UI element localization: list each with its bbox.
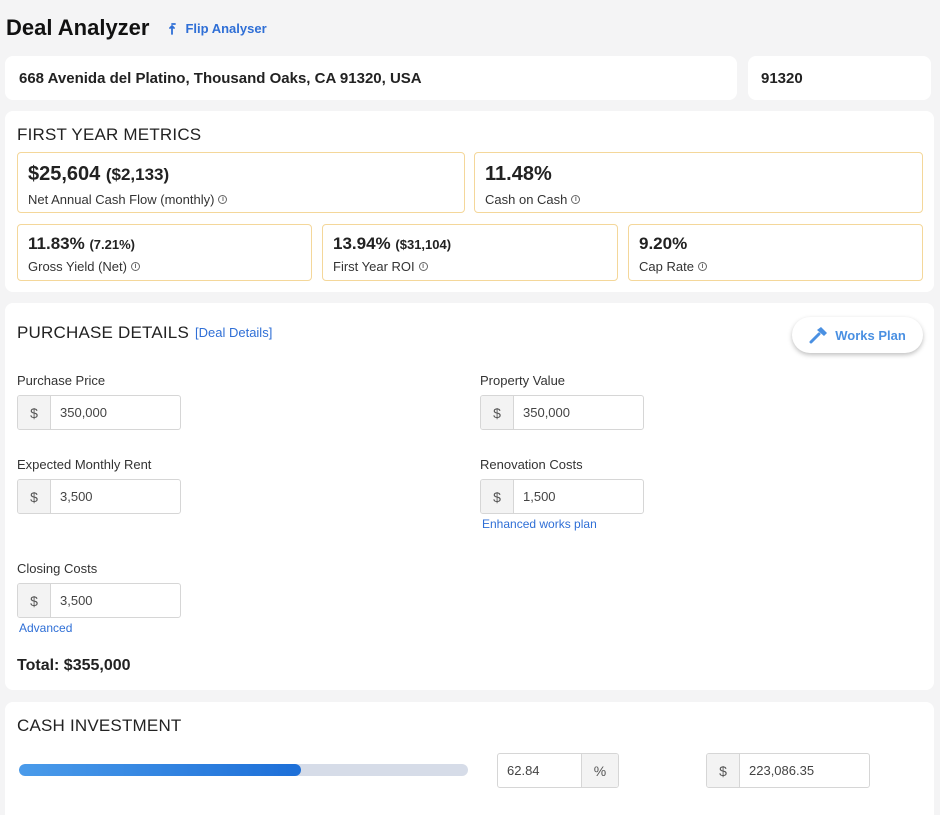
metric-net-cash-flow: $25,604 ($2,133) Net Annual Cash Flow (m…	[17, 152, 465, 213]
info-icon[interactable]: i	[418, 262, 428, 271]
monthly-rent-value: 3,500	[60, 489, 93, 504]
section-title-first-year-metrics: FIRST YEAR METRICS	[17, 125, 202, 144]
info-icon[interactable]: i	[130, 262, 140, 271]
currency-prefix: $	[18, 480, 51, 513]
metric-label: Cap Rate i	[639, 259, 707, 274]
metric-gross-yield: 11.83% (7.21%) Gross Yield (Net) i	[17, 224, 312, 281]
closing-costs-value: 3,500	[60, 593, 93, 608]
metric-label: First Year ROI i	[333, 259, 428, 274]
page-title: Deal Analyzer	[6, 15, 150, 40]
renovation-costs-value: 1,500	[523, 489, 556, 504]
currency-prefix: $	[18, 584, 51, 617]
cap-rate-value: 9.20%	[639, 234, 688, 253]
metric-first-year-roi: 13.94% ($31,104) First Year ROI i	[322, 224, 618, 281]
gross-yield-value: 11.83%	[28, 234, 85, 253]
metric-value: 11.48%	[485, 163, 552, 186]
net-cash-flow-value: $25,604	[28, 163, 101, 185]
works-plan-button[interactable]: Works Plan	[792, 317, 923, 353]
cash-investment-slider[interactable]	[19, 764, 468, 776]
address-text: 668 Avenida del Platino, Thousand Oaks, …	[19, 69, 422, 87]
info-icon[interactable]: i	[571, 195, 581, 204]
metric-cash-on-cash: 11.48% Cash on Cash i	[474, 152, 923, 213]
monthly-rent-input[interactable]: $ 3,500	[17, 479, 181, 514]
metric-label: Gross Yield (Net) i	[28, 259, 140, 274]
section-title-cash-investment: CASH INVESTMENT	[17, 716, 182, 735]
purchase-price-label: Purchase Price	[17, 373, 106, 388]
advanced-link[interactable]: Advanced	[19, 621, 73, 635]
cash-investment-section: CASH INVESTMENT 62.84 % $ 223,086.35	[5, 702, 934, 815]
arrow-up-icon	[169, 22, 177, 35]
metric-value: 11.83% (7.21%)	[28, 234, 135, 254]
section-title-purchase-details: PURCHASE DETAILS	[17, 323, 189, 342]
monthly-rent-label: Expected Monthly Rent	[17, 457, 152, 472]
property-value-input[interactable]: $ 350,000	[480, 395, 644, 430]
metric-label: Net Annual Cash Flow (monthly) i	[28, 192, 228, 207]
cash-on-cash-value: 11.48%	[485, 163, 552, 185]
closing-costs-input[interactable]: $ 3,500	[17, 583, 181, 618]
currency-prefix: $	[481, 396, 514, 429]
first-year-metrics-section: FIRST YEAR METRICS $25,604 ($2,133) Net …	[5, 111, 934, 292]
gross-yield-label: Gross Yield (Net)	[28, 259, 127, 274]
currency-prefix: $	[481, 480, 514, 513]
cash-investment-percent-input[interactable]: 62.84 %	[497, 753, 619, 788]
zip-field[interactable]: 91320	[748, 56, 931, 100]
net-cash-flow-label: Net Annual Cash Flow (monthly)	[28, 192, 215, 207]
cash-investment-percent-value: 62.84	[507, 763, 540, 778]
currency-prefix: $	[707, 754, 740, 787]
property-value-value: 350,000	[523, 405, 570, 420]
currency-prefix: $	[18, 396, 51, 429]
property-value-label: Property Value	[480, 373, 566, 388]
net-cash-flow-monthly: ($2,133)	[105, 165, 170, 184]
metric-label: Cash on Cash i	[485, 192, 581, 207]
metric-cap-rate: 9.20% Cap Rate i	[628, 224, 923, 281]
flip-analyser-link[interactable]: Flip Analyser	[169, 20, 267, 36]
cash-investment-amount-value: 223,086.35	[749, 763, 815, 778]
closing-costs-label: Closing Costs	[17, 561, 98, 576]
info-icon[interactable]: i	[697, 262, 707, 271]
renovation-costs-input[interactable]: $ 1,500	[480, 479, 644, 514]
address-field[interactable]: 668 Avenida del Platino, Thousand Oaks, …	[5, 56, 737, 100]
cash-investment-slider-fill	[19, 764, 302, 776]
works-plan-label: Works Plan	[835, 327, 906, 343]
cash-on-cash-label: Cash on Cash	[485, 192, 568, 207]
first-year-roi-amount: ($31,104)	[395, 237, 452, 252]
renovation-costs-label: Renovation Costs	[480, 457, 583, 472]
metric-value: 13.94% ($31,104)	[333, 234, 451, 254]
zip-text: 91320	[761, 69, 803, 87]
purchase-price-value: 350,000	[60, 405, 107, 420]
deal-details-link[interactable]: [Deal Details]	[195, 325, 273, 340]
percent-suffix: %	[581, 754, 618, 787]
cash-investment-amount-input[interactable]: $ 223,086.35	[706, 753, 870, 788]
page-header: Deal Analyzer Flip Analyser	[6, 13, 267, 43]
hammer-icon	[809, 327, 828, 344]
gross-yield-net: (7.21%)	[89, 237, 135, 252]
purchase-total: Total: $355,000	[17, 657, 131, 674]
purchase-details-section: PURCHASE DETAILS [Deal Details] Works Pl…	[5, 303, 934, 690]
cap-rate-label: Cap Rate	[639, 259, 694, 274]
info-icon[interactable]: i	[218, 195, 228, 204]
first-year-roi-label: First Year ROI	[333, 259, 415, 274]
metric-value: 9.20%	[639, 234, 687, 254]
enhanced-works-plan-link[interactable]: Enhanced works plan	[482, 517, 597, 531]
purchase-price-input[interactable]: $ 350,000	[17, 395, 181, 430]
first-year-roi-value: 13.94%	[333, 234, 391, 253]
flip-analyser-label: Flip Analyser	[185, 20, 267, 36]
metric-value: $25,604 ($2,133)	[28, 163, 169, 186]
